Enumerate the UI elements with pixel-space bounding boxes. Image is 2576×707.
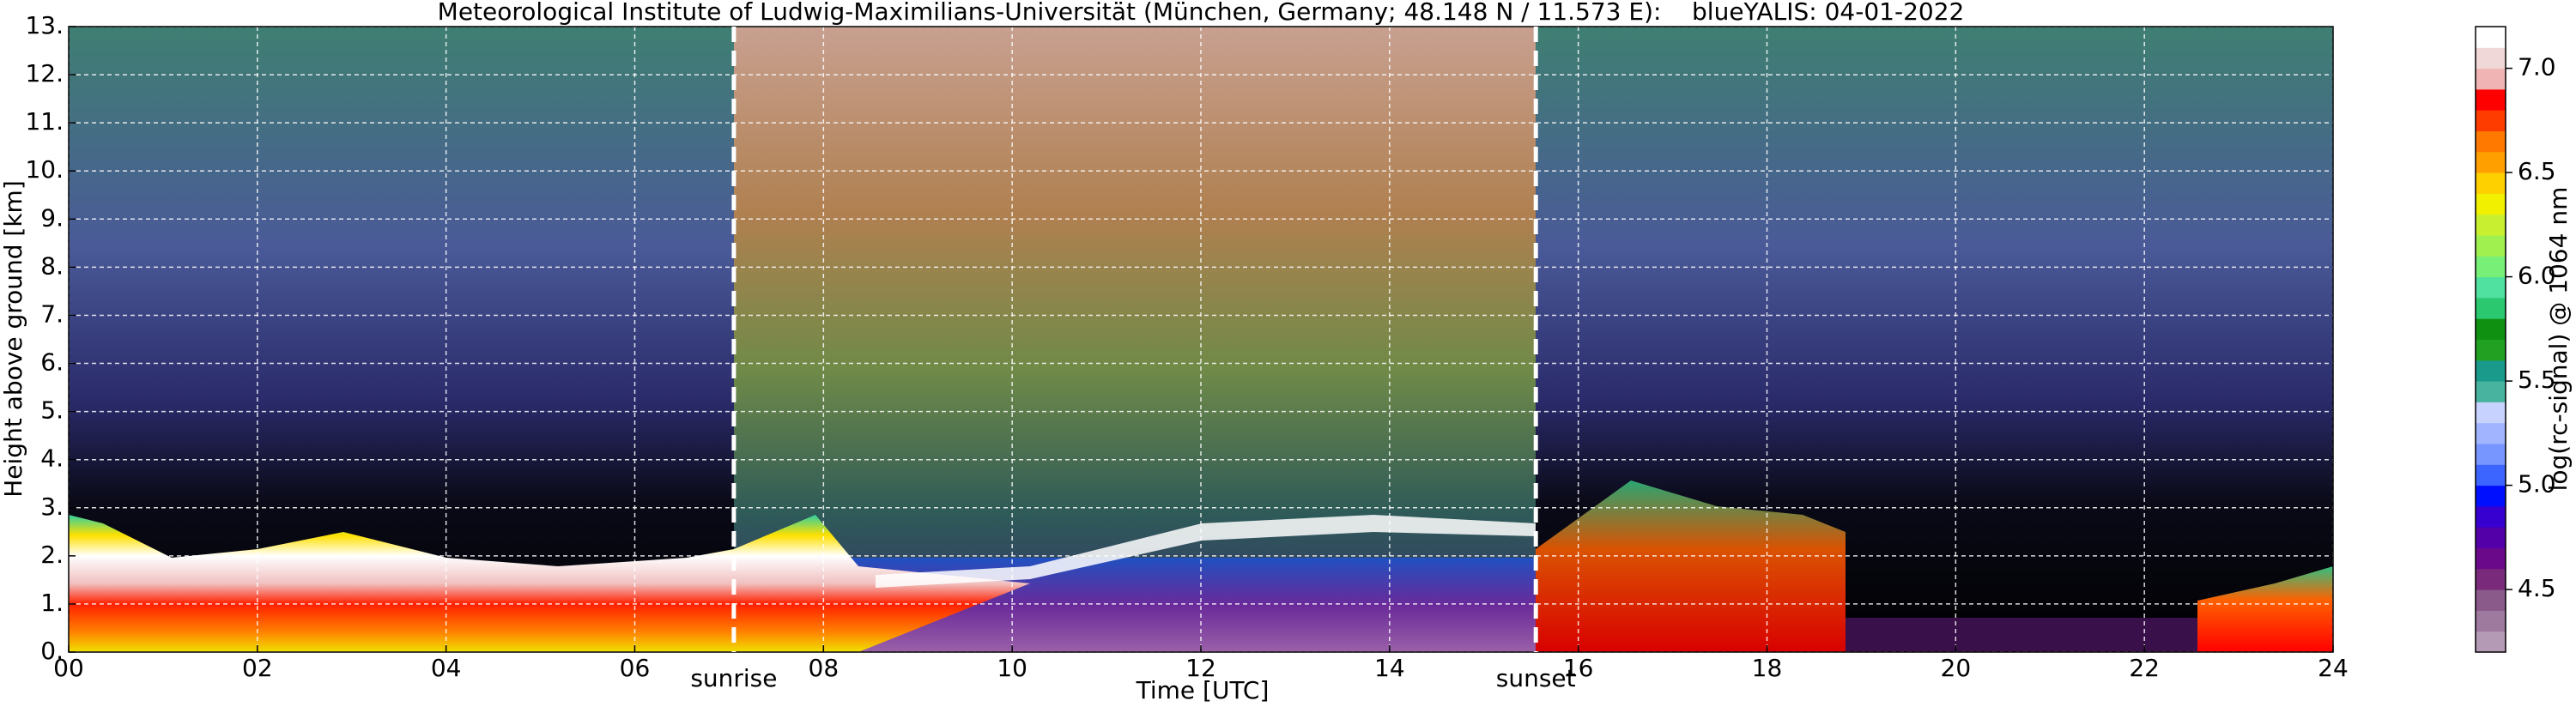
x-axis-label: Time [UTC] [1136,676,1270,704]
x-tick-label: 24 [2318,654,2349,682]
colorbar-band [2476,444,2506,465]
colorbar-band [2476,214,2506,236]
colorbar-band [2476,339,2506,361]
colorbar-band [2476,68,2506,90]
y-tick-label: 9. [40,203,64,232]
x-tick-label: 06 [620,654,651,682]
y-tick-label: 5. [40,396,64,425]
x-tick-label: 12 [1185,654,1216,682]
y-tick-label: 3. [40,492,64,521]
colorbar-band [2476,297,2506,319]
colorbar-band [2476,527,2506,548]
colorbar-band [2476,631,2506,653]
annotation-label: sunrise [690,664,777,692]
colorbar-frame [2475,26,2506,653]
colorbar-band [2476,505,2506,528]
colorbar-band [2476,318,2506,340]
colorbar-band [2476,27,2506,48]
colorbar-band [2476,568,2506,590]
y-tick-label: 12. [25,59,64,88]
y-tick-label: 13. [25,11,64,39]
x-tick-label: 22 [2129,654,2160,682]
x-tick-label: 10 [997,654,1027,682]
y-tick-label: 1. [40,589,64,617]
y-tick-label: 11. [25,107,64,136]
colorbar-tick-label: 5.0 [2518,470,2556,499]
y-axis-label: Height above ground [km] [0,180,27,498]
colorbar-band [2476,193,2506,215]
colorbar-band [2476,547,2506,570]
colorbar-label: log(rc-signal) @ 1064 nm [2544,187,2573,492]
colorbar-band [2476,360,2506,382]
x-tick-label: 02 [242,654,273,682]
boundary-layer [69,515,1030,652]
x-tick-label: 14 [1374,654,1405,682]
colorbar-band [2476,610,2506,632]
colorbar-tick-label: 6.0 [2518,262,2556,290]
colorbar-band [2476,402,2506,424]
y-tick-label: 4. [40,444,64,473]
colorbar-band [2476,130,2506,153]
y-tick-label: 0. [40,637,64,665]
y-tick-label: 10. [25,155,64,184]
colorbar-band [2476,276,2506,299]
colorbar-band [2476,151,2506,173]
cloud-top-line [876,515,1536,588]
x-tick-label: 04 [431,654,462,682]
colorbar-band [2476,485,2506,507]
x-tick-label: 18 [1752,654,1783,682]
colorbar-tick-label: 7.0 [2518,53,2556,82]
colorbar-band [2476,235,2506,257]
y-tick-label: 6. [40,348,64,377]
colorbar-tick-label: 4.5 [2518,574,2556,602]
colorbar-band [2476,256,2506,278]
colorbar-band [2476,172,2506,194]
y-tick-label: 8. [40,251,64,280]
x-tick-label: 16 [1563,654,1594,682]
x-tick-label: 08 [809,654,839,682]
late-layer [2197,566,2333,652]
x-tick-label: 20 [1941,654,1972,682]
colorbar-band [2476,464,2506,486]
chart-title: Meteorological Institute of Ludwig-Maxim… [438,0,1965,26]
x-tick-label: 00 [53,654,84,682]
colorbar-band [2476,589,2506,611]
y-tick-label: 2. [40,541,64,569]
colorbar-tick-label: 6.5 [2518,157,2556,185]
annotation-label: sunset [1496,664,1576,692]
colorbar-band [2476,88,2506,111]
y-tick-label: 7. [40,299,64,328]
colorbar-band [2476,110,2506,131]
colorbar-band [2476,47,2506,69]
evening-layer [1536,480,1846,652]
colorbar-band [2476,381,2506,402]
colorbar-band [2476,422,2506,444]
colorbar-tick-label: 5.5 [2518,366,2556,394]
